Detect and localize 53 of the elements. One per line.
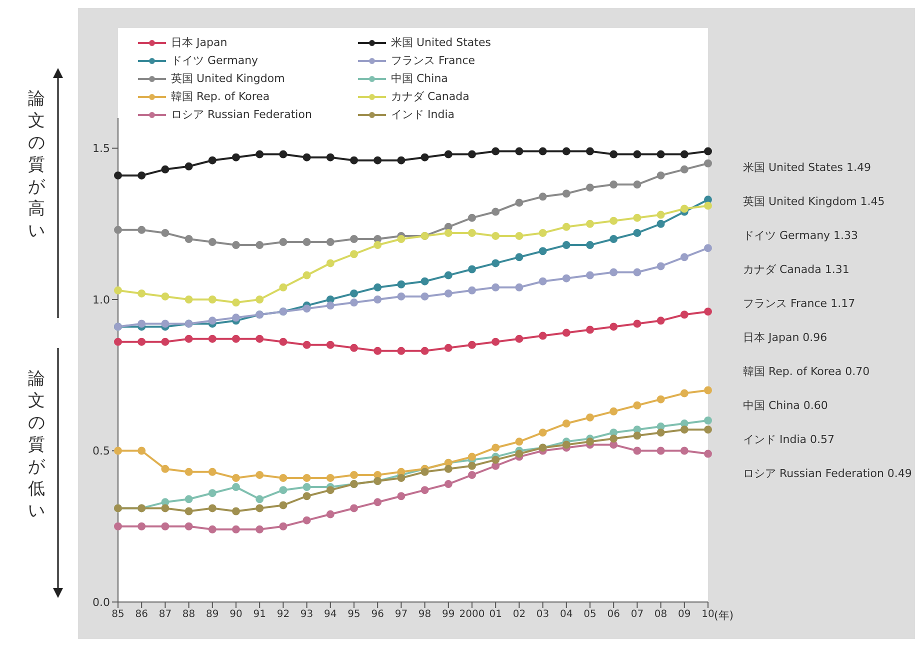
x-tick-label: 86 [135, 609, 148, 620]
x-tick-label: 89 [206, 609, 219, 620]
text: インド India 0.57 [743, 432, 834, 447]
x-tick-label: 95 [348, 609, 360, 620]
x-tick-label: 06 [607, 609, 620, 620]
x-tick-label: 97 [394, 609, 408, 620]
legend-label: 英国 United Kingdom [171, 71, 285, 87]
text: 論文の質が高い [28, 88, 46, 242]
text: ドイツ Germany 1.33 [743, 228, 858, 243]
x-tick-label: 96 [371, 609, 384, 620]
x-tick-label: 88 [182, 609, 196, 620]
y-tick-label: 1.5 [92, 142, 110, 156]
legend-label: インド India [391, 107, 454, 123]
text: カナダ Canada 1.31 [743, 262, 850, 277]
text: 英国 United Kingdom 1.45 [743, 194, 885, 209]
text: 韓国 Rep. of Korea 0.70 [743, 364, 870, 379]
legend-label: 日本 Japan [171, 35, 228, 51]
text: 米国 United States 1.49 [743, 160, 871, 175]
legend-label: ドイツ Germany [171, 53, 258, 69]
x-tick-label: 04 [560, 609, 573, 620]
x-tick-label: 87 [158, 609, 172, 620]
legend-label: カナダ Canada [391, 89, 470, 105]
legend-label: 中国 China [391, 71, 448, 87]
x-tick-label: 09 [678, 609, 691, 620]
legend-label: 韓国 Rep. of Korea [171, 89, 270, 105]
legend-label: 米国 United States [391, 35, 491, 51]
x-tick-label: 98 [418, 609, 432, 620]
x-tick-label: 05 [584, 609, 596, 620]
x-tick-label: 92 [276, 609, 290, 620]
y-tick-label: 1.0 [92, 293, 110, 306]
text: 論文の質が低い [28, 368, 46, 522]
x-tick-label: 08 [654, 609, 668, 620]
x-tick-label: 03 [536, 609, 550, 620]
x-tick-label: 85 [112, 609, 124, 620]
y-tick-label: 0.5 [92, 444, 110, 458]
x-tick-label: 10 [702, 609, 714, 620]
x-tick-label: 91 [253, 609, 266, 620]
text: 日本 Japan 0.96 [743, 330, 828, 345]
text: 中国 China 0.60 [743, 398, 828, 413]
x-axis-title: (年) [714, 608, 734, 623]
legend-label: フランス France [391, 53, 476, 69]
text: フランス France 1.17 [743, 296, 856, 311]
x-tick-label: 94 [324, 609, 337, 620]
x-tick-label: 93 [300, 609, 314, 620]
x-tick-label: 2000 [459, 609, 485, 620]
x-tick-label: 99 [442, 609, 455, 620]
x-tick-label: 02 [512, 609, 526, 620]
text: ロシア Russian Federation 0.49 [743, 466, 912, 481]
y-tick-label: 0.0 [92, 596, 110, 609]
legend-label: ロシア Russian Federation [171, 107, 312, 123]
x-tick-label: 01 [489, 609, 502, 620]
x-tick-label: 90 [230, 609, 242, 620]
x-tick-label: 07 [630, 609, 644, 620]
